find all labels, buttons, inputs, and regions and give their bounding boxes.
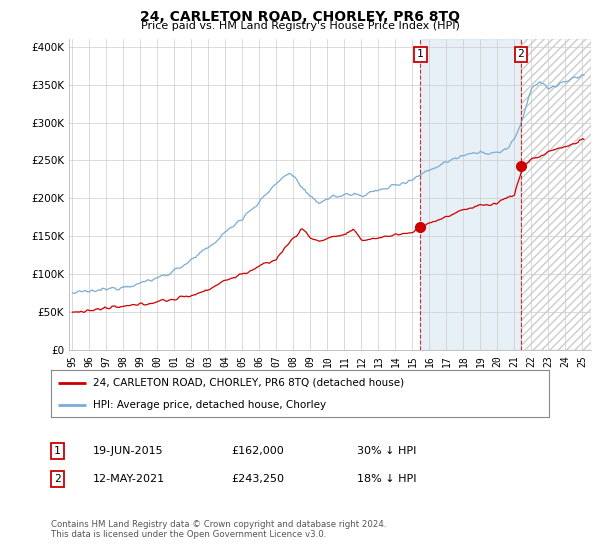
Bar <box>421 39 521 350</box>
Bar <box>521 39 591 350</box>
Text: Contains HM Land Registry data © Crown copyright and database right 2024.
This d: Contains HM Land Registry data © Crown c… <box>51 520 386 539</box>
Text: Price paid vs. HM Land Registry's House Price Index (HPI): Price paid vs. HM Land Registry's House … <box>140 21 460 31</box>
Text: 2: 2 <box>517 49 524 59</box>
Bar <box>521 39 591 350</box>
Text: HPI: Average price, detached house, Chorley: HPI: Average price, detached house, Chor… <box>94 400 326 410</box>
Text: £162,000: £162,000 <box>231 446 284 456</box>
Text: 1: 1 <box>54 446 61 456</box>
Text: 24, CARLETON ROAD, CHORLEY, PR6 8TQ: 24, CARLETON ROAD, CHORLEY, PR6 8TQ <box>140 10 460 24</box>
Text: 24, CARLETON ROAD, CHORLEY, PR6 8TQ (detached house): 24, CARLETON ROAD, CHORLEY, PR6 8TQ (det… <box>94 378 404 388</box>
Text: 1: 1 <box>417 49 424 59</box>
Text: 12-MAY-2021: 12-MAY-2021 <box>93 474 165 484</box>
Text: 2: 2 <box>54 474 61 484</box>
Text: £243,250: £243,250 <box>231 474 284 484</box>
Text: 30% ↓ HPI: 30% ↓ HPI <box>357 446 416 456</box>
Text: 18% ↓ HPI: 18% ↓ HPI <box>357 474 416 484</box>
Text: 19-JUN-2015: 19-JUN-2015 <box>93 446 164 456</box>
